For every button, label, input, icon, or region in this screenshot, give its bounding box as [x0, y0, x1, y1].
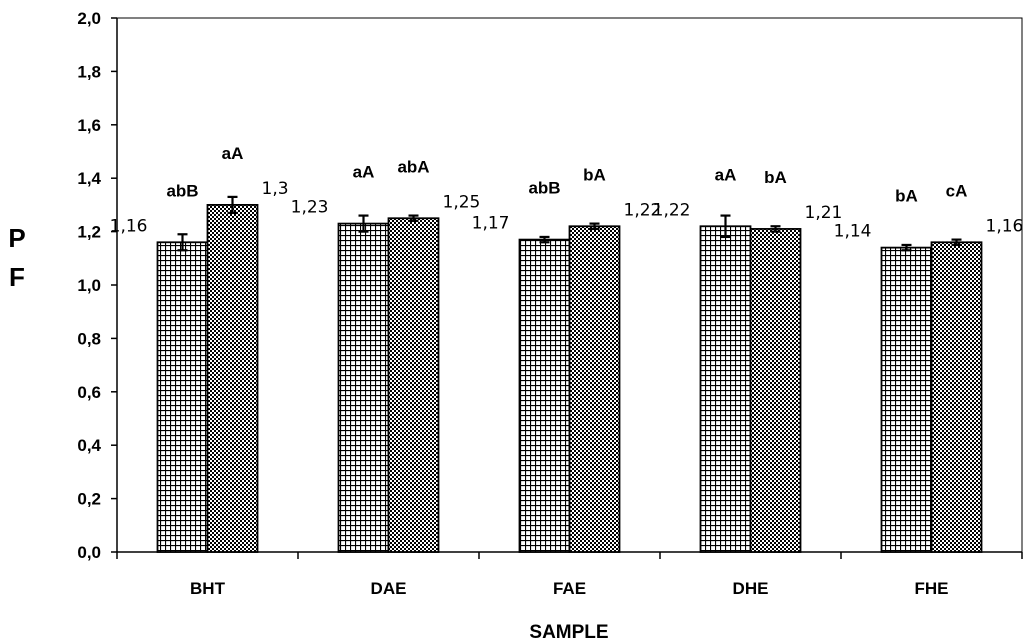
- bar: [880, 246, 933, 553]
- data-label: 1,16: [986, 216, 1024, 236]
- significance-label: cA: [946, 181, 968, 200]
- y-tick-label: 1,0: [77, 276, 101, 295]
- x-tick-label: BHT: [190, 579, 226, 598]
- significance-label: bA: [895, 187, 918, 206]
- data-label: 1,16: [110, 216, 148, 236]
- data-label: 1,23: [291, 198, 329, 218]
- y-tick-label: 2,0: [77, 9, 101, 28]
- data-label: 1,22: [624, 200, 662, 220]
- y-tick-label: 0,8: [77, 329, 101, 348]
- significance-label: abB: [528, 179, 560, 198]
- x-axis-title: SAMPLE: [529, 622, 608, 643]
- y-tick-label: 1,8: [77, 62, 101, 81]
- data-label: 1,22: [653, 200, 691, 220]
- y-tick-label: 1,4: [77, 169, 101, 188]
- data-label: 1,17: [472, 214, 510, 234]
- x-tick-label: FAE: [553, 579, 586, 598]
- data-label: 1,3: [262, 179, 289, 199]
- y-tick-label: 1,2: [77, 223, 101, 242]
- bar: [387, 217, 440, 553]
- significance-label: abB: [166, 181, 198, 200]
- y-tick-label: 0,2: [77, 490, 101, 509]
- y-tick-label: 1,6: [77, 116, 101, 135]
- data-label: 1,25: [443, 192, 481, 212]
- data-label: 1,21: [805, 203, 843, 223]
- data-label: 1,14: [834, 222, 872, 242]
- bar: [749, 228, 802, 553]
- bar: [699, 225, 752, 553]
- bar: [518, 238, 571, 553]
- y-tick-label: 0,0: [77, 543, 101, 562]
- y-tick-label: 0,4: [77, 436, 101, 455]
- y-tick-label: 0,6: [77, 383, 101, 402]
- y-axis-title-char: P: [8, 223, 25, 253]
- x-tick-label: DAE: [371, 579, 407, 598]
- y-axis-title-char: F: [9, 262, 25, 292]
- significance-label: aA: [353, 163, 375, 182]
- bar: [206, 203, 259, 553]
- x-tick-label: DHE: [733, 579, 769, 598]
- x-tick-label: FHE: [915, 579, 949, 598]
- bar: [568, 225, 621, 553]
- bar: [337, 222, 390, 553]
- significance-label: aA: [222, 144, 244, 163]
- plot-area: 0,0 0,2 0,4 0,6 0,8 1,0 1,2 1,4 1,6 1,8 2,0 BHT 1,16…: [77, 9, 1023, 598]
- significance-label: bA: [764, 168, 787, 187]
- bar: [930, 241, 983, 553]
- significance-label: aA: [715, 165, 737, 184]
- significance-label: bA: [583, 165, 606, 184]
- bar: [156, 241, 209, 553]
- y-axis-title: PF: [8, 223, 25, 292]
- significance-label: abA: [397, 157, 429, 176]
